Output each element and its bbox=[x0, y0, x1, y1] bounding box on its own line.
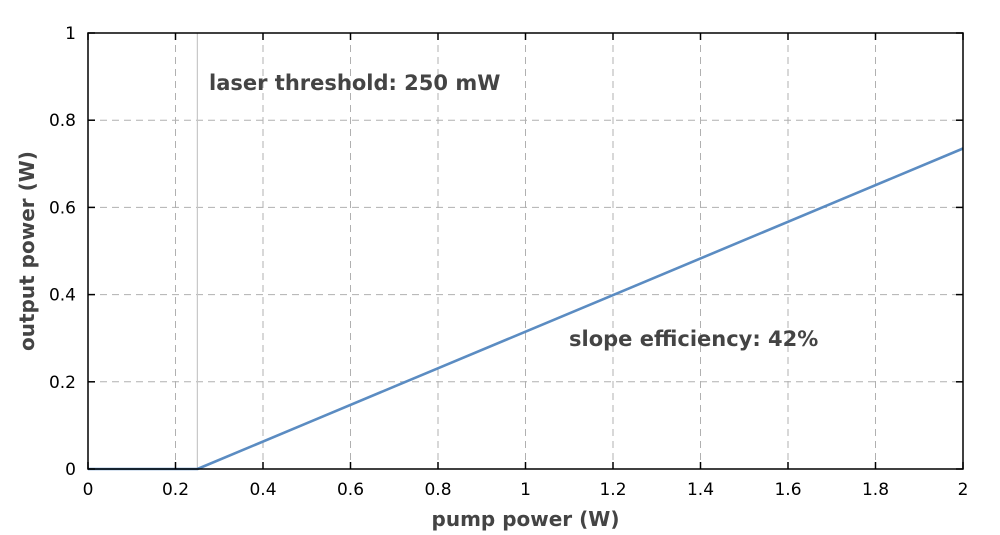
x-tick-label: 1.8 bbox=[862, 480, 889, 500]
x-axis-title: pump power (W) bbox=[432, 507, 620, 531]
x-tick-label: 0.8 bbox=[424, 480, 451, 500]
ticks bbox=[87, 32, 964, 470]
x-tick-labels: 0 0.2 0.4 0.6 0.8 1 1.2 1.4 1.6 1.8 2 bbox=[83, 480, 969, 500]
x-tick-label: 1.2 bbox=[599, 480, 626, 500]
series-line-0 bbox=[88, 147, 964, 471]
x-tick-label: 0.6 bbox=[337, 480, 364, 500]
x-tick-label: 1.6 bbox=[774, 480, 801, 500]
y-tick-label: 0.6 bbox=[49, 198, 76, 218]
y-tick-label: 0 bbox=[65, 460, 76, 480]
y-tick-labels: 0 0.2 0.4 0.6 0.8 1 bbox=[49, 24, 76, 480]
y-tick-label: 0.2 bbox=[49, 373, 76, 393]
x-tick-label: 0 bbox=[83, 480, 94, 500]
annotation-laser-threshold: laser threshold: 250 mW bbox=[209, 71, 500, 95]
y-tick-label: 0.4 bbox=[49, 286, 76, 306]
x-tick-label: 0.2 bbox=[162, 480, 189, 500]
series-layer bbox=[88, 147, 964, 471]
y-axis-title: output power (W) bbox=[15, 151, 39, 351]
x-tick-label: 1.4 bbox=[687, 480, 714, 500]
x-tick-label: 1 bbox=[520, 480, 531, 500]
grid bbox=[88, 33, 963, 469]
annotation-slope-efficiency: slope efficiency: 42% bbox=[569, 327, 818, 351]
x-tick-label: 0.4 bbox=[249, 480, 276, 500]
y-tick-label: 1 bbox=[65, 24, 76, 44]
y-tick-label: 0.8 bbox=[49, 111, 76, 131]
x-tick-label: 2 bbox=[958, 480, 969, 500]
